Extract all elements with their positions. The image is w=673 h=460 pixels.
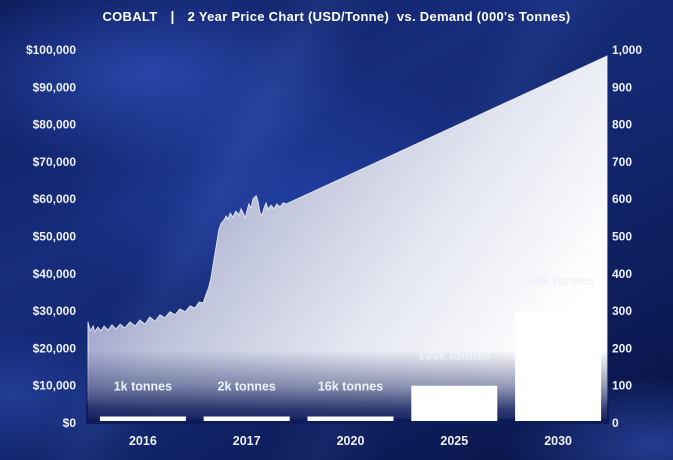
axis-labels-layer: 1k tonnes 2016 2k tonnes 2017 16k tonnes 2020… [26, 43, 642, 448]
left-axis-tick: $30,000 [33, 304, 77, 318]
left-axis-tick: $50,000 [33, 230, 77, 244]
demand-bar [203, 416, 290, 421]
x-axis-year-label: 2020 [337, 434, 365, 448]
right-axis-tick: 800 [612, 118, 632, 132]
price-area [88, 56, 607, 419]
chart-title-brand: COBALT [102, 9, 158, 24]
demand-bar [99, 416, 186, 421]
right-axis-tick: 600 [612, 192, 632, 206]
left-axis-tick: $0 [63, 416, 77, 430]
right-axis-tick: 400 [612, 267, 632, 281]
left-axis-tick: $60,000 [33, 192, 77, 206]
x-axis-year-label: 2025 [440, 434, 468, 448]
chart-title-text: 2 Year Price Chart (USD/Tonne) vs. Deman… [187, 9, 571, 24]
right-axis-tick: 300 [612, 304, 632, 318]
x-axis-year-label: 2016 [129, 434, 157, 448]
left-axis-tick: $100,000 [26, 43, 76, 57]
demand-bar-label: 300k tonnes [522, 274, 594, 288]
left-axis-tick: $40,000 [33, 267, 77, 281]
left-axis-tick: $70,000 [33, 155, 77, 169]
left-axis-tick: $80,000 [33, 118, 77, 132]
demand-bar-label: 100k tonnes [418, 349, 490, 363]
right-axis-tick: 500 [612, 230, 632, 244]
right-axis-tick: 900 [612, 80, 632, 94]
left-axis-tick: $20,000 [33, 341, 77, 355]
left-axis-tick: $10,000 [33, 379, 77, 393]
chart-title-separator: | [170, 8, 175, 24]
demand-bar-label: 2k tonnes [218, 380, 276, 394]
x-axis-year-label: 2030 [544, 434, 572, 448]
right-axis-tick: 0 [612, 416, 619, 430]
demand-bar [307, 416, 394, 421]
right-axis-tick: 200 [612, 341, 632, 355]
demand-bar-label: 16k tonnes [318, 380, 383, 394]
right-axis-tick: 1,000 [612, 43, 642, 57]
left-axis-tick: $90,000 [33, 80, 77, 94]
chart-title: COBALT | 2 Year Price Chart (USD/Tonne) … [0, 8, 673, 24]
demand-bar-label: 1k tonnes [114, 380, 172, 394]
price-line [87, 55, 608, 402]
demand-bar [515, 311, 602, 421]
x-axis-year-label: 2017 [233, 434, 261, 448]
right-axis-tick: 700 [612, 155, 632, 169]
demand-bars-layer [99, 311, 602, 421]
right-axis-tick: 100 [612, 379, 632, 393]
demand-bar [411, 385, 498, 421]
